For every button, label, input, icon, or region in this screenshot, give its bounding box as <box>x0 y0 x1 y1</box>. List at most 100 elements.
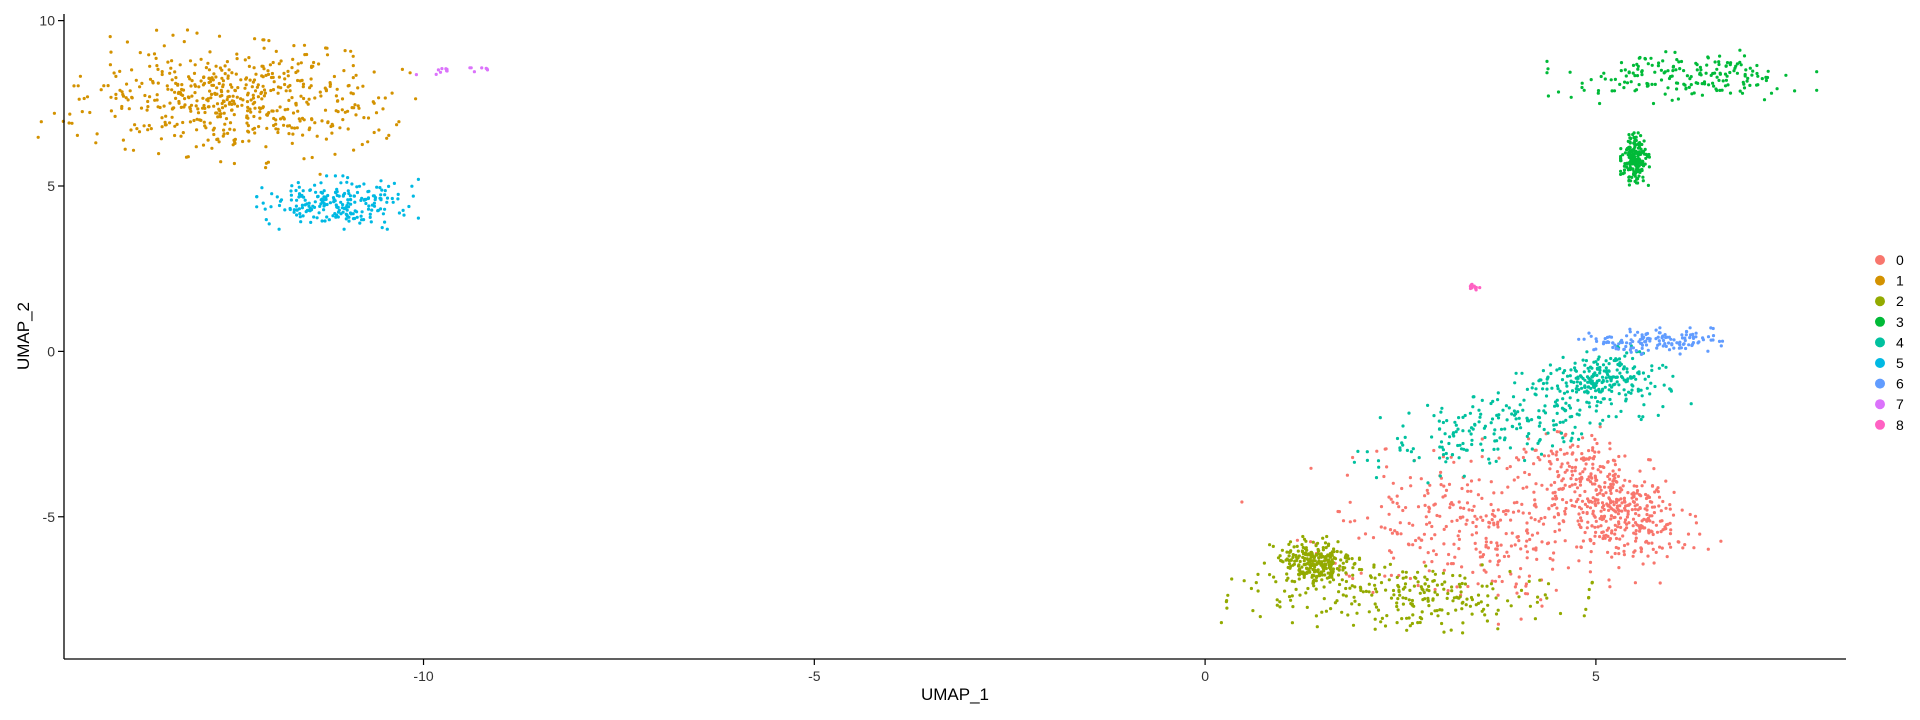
point-1 <box>156 105 160 109</box>
point-0 <box>1502 554 1506 559</box>
point-0 <box>1553 480 1557 485</box>
point-0 <box>1559 448 1563 452</box>
point-2 <box>1558 611 1563 616</box>
point-1 <box>133 123 137 127</box>
point-6 <box>1582 337 1586 341</box>
point-1 <box>166 87 170 91</box>
point-2 <box>1302 559 1306 563</box>
point-1 <box>298 119 302 123</box>
point-0 <box>1570 483 1574 487</box>
point-0 <box>1667 542 1671 546</box>
point-1 <box>290 66 294 70</box>
point-1 <box>356 86 360 90</box>
point-2 <box>1407 598 1411 602</box>
point-3 <box>1623 80 1627 84</box>
point-1 <box>179 105 183 109</box>
point-3 <box>1619 69 1623 73</box>
point-4 <box>1618 371 1622 375</box>
point-6 <box>1595 339 1599 343</box>
point-5 <box>336 210 341 214</box>
point-2 <box>1470 612 1474 616</box>
point-0 <box>1496 525 1500 529</box>
point-0 <box>1505 466 1509 471</box>
point-5 <box>341 194 345 198</box>
point-1 <box>235 104 240 108</box>
point-0 <box>1481 553 1486 557</box>
point-5 <box>339 181 343 185</box>
point-5 <box>297 185 301 189</box>
point-4 <box>1457 456 1461 460</box>
point-0 <box>1525 521 1529 525</box>
point-2 <box>1290 579 1294 583</box>
point-1 <box>222 128 226 132</box>
point-5 <box>296 181 300 185</box>
point-4 <box>1574 376 1578 380</box>
point-0 <box>1627 503 1631 507</box>
point-5 <box>298 212 302 216</box>
point-0 <box>1658 545 1662 549</box>
point-0 <box>1388 528 1393 532</box>
legend-key-0 <box>1875 255 1885 265</box>
point-2 <box>1327 566 1331 570</box>
point-3 <box>1675 87 1679 91</box>
point-2 <box>1225 606 1229 610</box>
point-0 <box>1433 587 1437 592</box>
point-0 <box>1598 464 1602 469</box>
point-0 <box>1665 555 1669 559</box>
point-5 <box>337 194 341 198</box>
point-0 <box>1491 509 1495 513</box>
point-2 <box>1416 621 1420 625</box>
point-0 <box>1654 523 1658 527</box>
point-1 <box>313 96 317 100</box>
point-4 <box>1563 369 1567 373</box>
point-2 <box>1388 562 1392 567</box>
point-2 <box>1582 614 1586 618</box>
point-0 <box>1492 521 1496 525</box>
point-0 <box>1583 530 1587 535</box>
point-6 <box>1661 338 1666 343</box>
point-0 <box>1574 458 1578 462</box>
point-4 <box>1607 362 1611 366</box>
point-3 <box>1636 146 1641 150</box>
point-0 <box>1456 534 1460 538</box>
point-4 <box>1554 423 1558 427</box>
point-3 <box>1695 68 1699 72</box>
point-2 <box>1256 589 1260 593</box>
point-1 <box>228 127 232 131</box>
point-1 <box>332 74 336 79</box>
point-6 <box>1646 348 1650 352</box>
point-2 <box>1422 590 1426 595</box>
point-0 <box>1475 517 1479 521</box>
point-4 <box>1637 414 1641 418</box>
point-1 <box>319 94 323 98</box>
point-4 <box>1542 427 1546 432</box>
point-5 <box>288 207 292 212</box>
point-0 <box>1589 475 1593 479</box>
point-2 <box>1256 572 1260 577</box>
point-4 <box>1601 363 1606 367</box>
point-4 <box>1461 429 1465 433</box>
point-4 <box>1577 437 1581 441</box>
point-0 <box>1513 543 1517 547</box>
point-0 <box>1668 503 1672 507</box>
point-3 <box>1634 169 1638 174</box>
point-1 <box>302 96 306 101</box>
point-4 <box>1590 379 1594 383</box>
point-4 <box>1461 441 1465 446</box>
point-0 <box>1476 493 1480 497</box>
point-4 <box>1483 435 1487 440</box>
point-0 <box>1392 556 1396 560</box>
y-tick-label: 0 <box>47 343 55 359</box>
point-3 <box>1662 71 1666 75</box>
point-3 <box>1682 82 1686 86</box>
point-0 <box>1610 529 1614 533</box>
point-2 <box>1395 621 1399 625</box>
point-2 <box>1355 611 1359 615</box>
point-2 <box>1353 585 1357 589</box>
point-3 <box>1647 165 1651 169</box>
point-1 <box>272 80 276 84</box>
point-1 <box>235 52 239 56</box>
point-3 <box>1720 88 1724 92</box>
point-5 <box>269 205 273 209</box>
